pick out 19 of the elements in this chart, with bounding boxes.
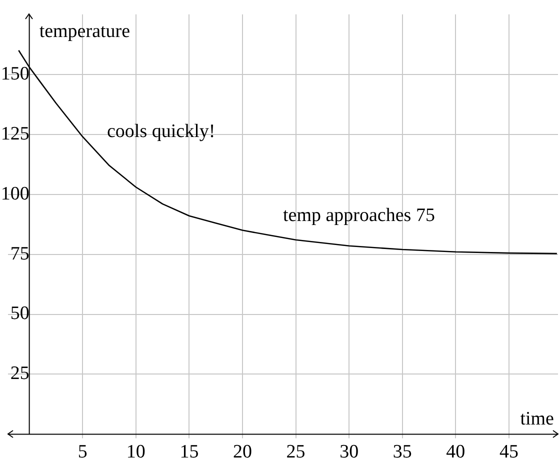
annotation: cools quickly! (107, 120, 216, 142)
y-tick-label: 100 (0, 183, 30, 204)
y-tick-label: 25 (10, 363, 30, 384)
y-tick-label: 75 (10, 243, 30, 264)
y-tick-label: 125 (0, 123, 30, 144)
x-tick-label: 40 (446, 442, 466, 463)
x-tick-label: 45 (499, 442, 518, 463)
y-tick-label: 50 (10, 303, 30, 324)
x-tick-label: 25 (286, 442, 306, 463)
x-tick-label: 5 (78, 442, 88, 463)
x-tick-label: 10 (126, 442, 146, 463)
x-axis-title: time (520, 408, 554, 430)
annotation: temp approaches 75 (283, 204, 435, 226)
x-tick-label: 35 (392, 442, 412, 463)
y-axis-title: temperature (39, 20, 130, 42)
x-tick-label: 15 (180, 442, 199, 463)
y-tick-label: 150 (0, 63, 30, 84)
x-tick-label: 20 (232, 442, 252, 463)
x-tick-label: 30 (340, 442, 359, 463)
